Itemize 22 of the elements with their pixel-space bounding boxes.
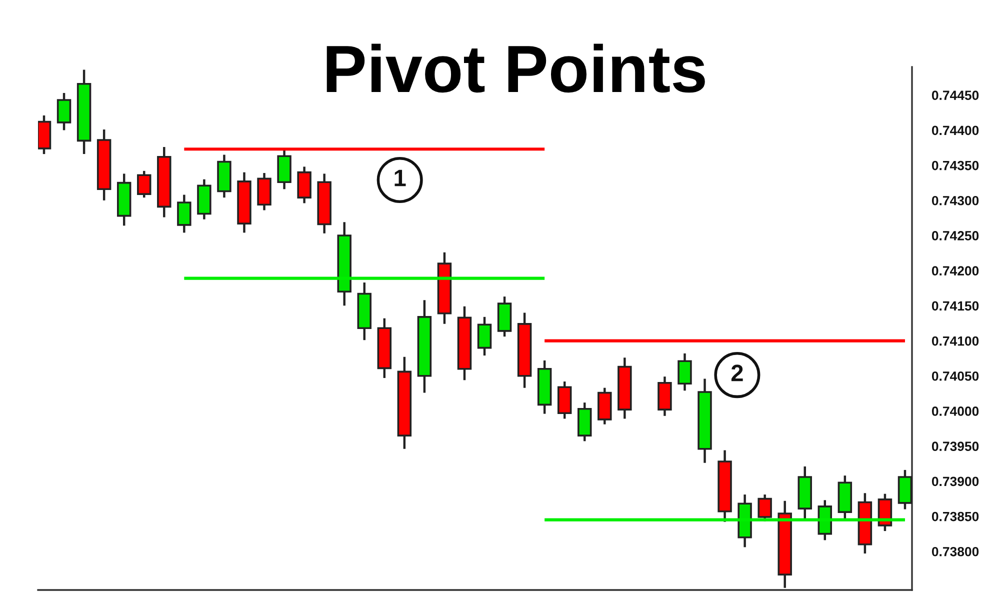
candlestick <box>137 170 152 199</box>
y-tick-label: 0.73950 <box>932 442 979 452</box>
y-tick-label: 0.74350 <box>932 160 979 170</box>
y-tick-label: 0.73800 <box>932 546 979 556</box>
candlestick <box>56 92 72 132</box>
y-tick-label: 0.74400 <box>932 126 979 136</box>
y-tick-label: 0.73900 <box>932 476 979 486</box>
y-tick-label: 0.74300 <box>932 196 979 206</box>
candlestick <box>177 194 192 234</box>
annotation: 2 <box>731 364 743 382</box>
y-tick-label: 0.73850 <box>932 512 979 522</box>
y-tick-label: 0.74150 <box>932 301 979 311</box>
y-tick-label: 0.74050 <box>932 371 979 381</box>
candlestick <box>678 352 692 392</box>
y-tick-label: 0.74200 <box>932 266 979 276</box>
annotation: 1 <box>394 170 406 186</box>
y-tick-label: 0.74000 <box>932 406 979 416</box>
y-tick-label: 0.74450 <box>932 90 979 100</box>
y-tick-label: 0.74100 <box>932 336 979 346</box>
chart-title: Pivot Points <box>326 44 705 93</box>
candlestick <box>477 316 492 357</box>
y-tick-label: 0.74250 <box>932 231 979 240</box>
